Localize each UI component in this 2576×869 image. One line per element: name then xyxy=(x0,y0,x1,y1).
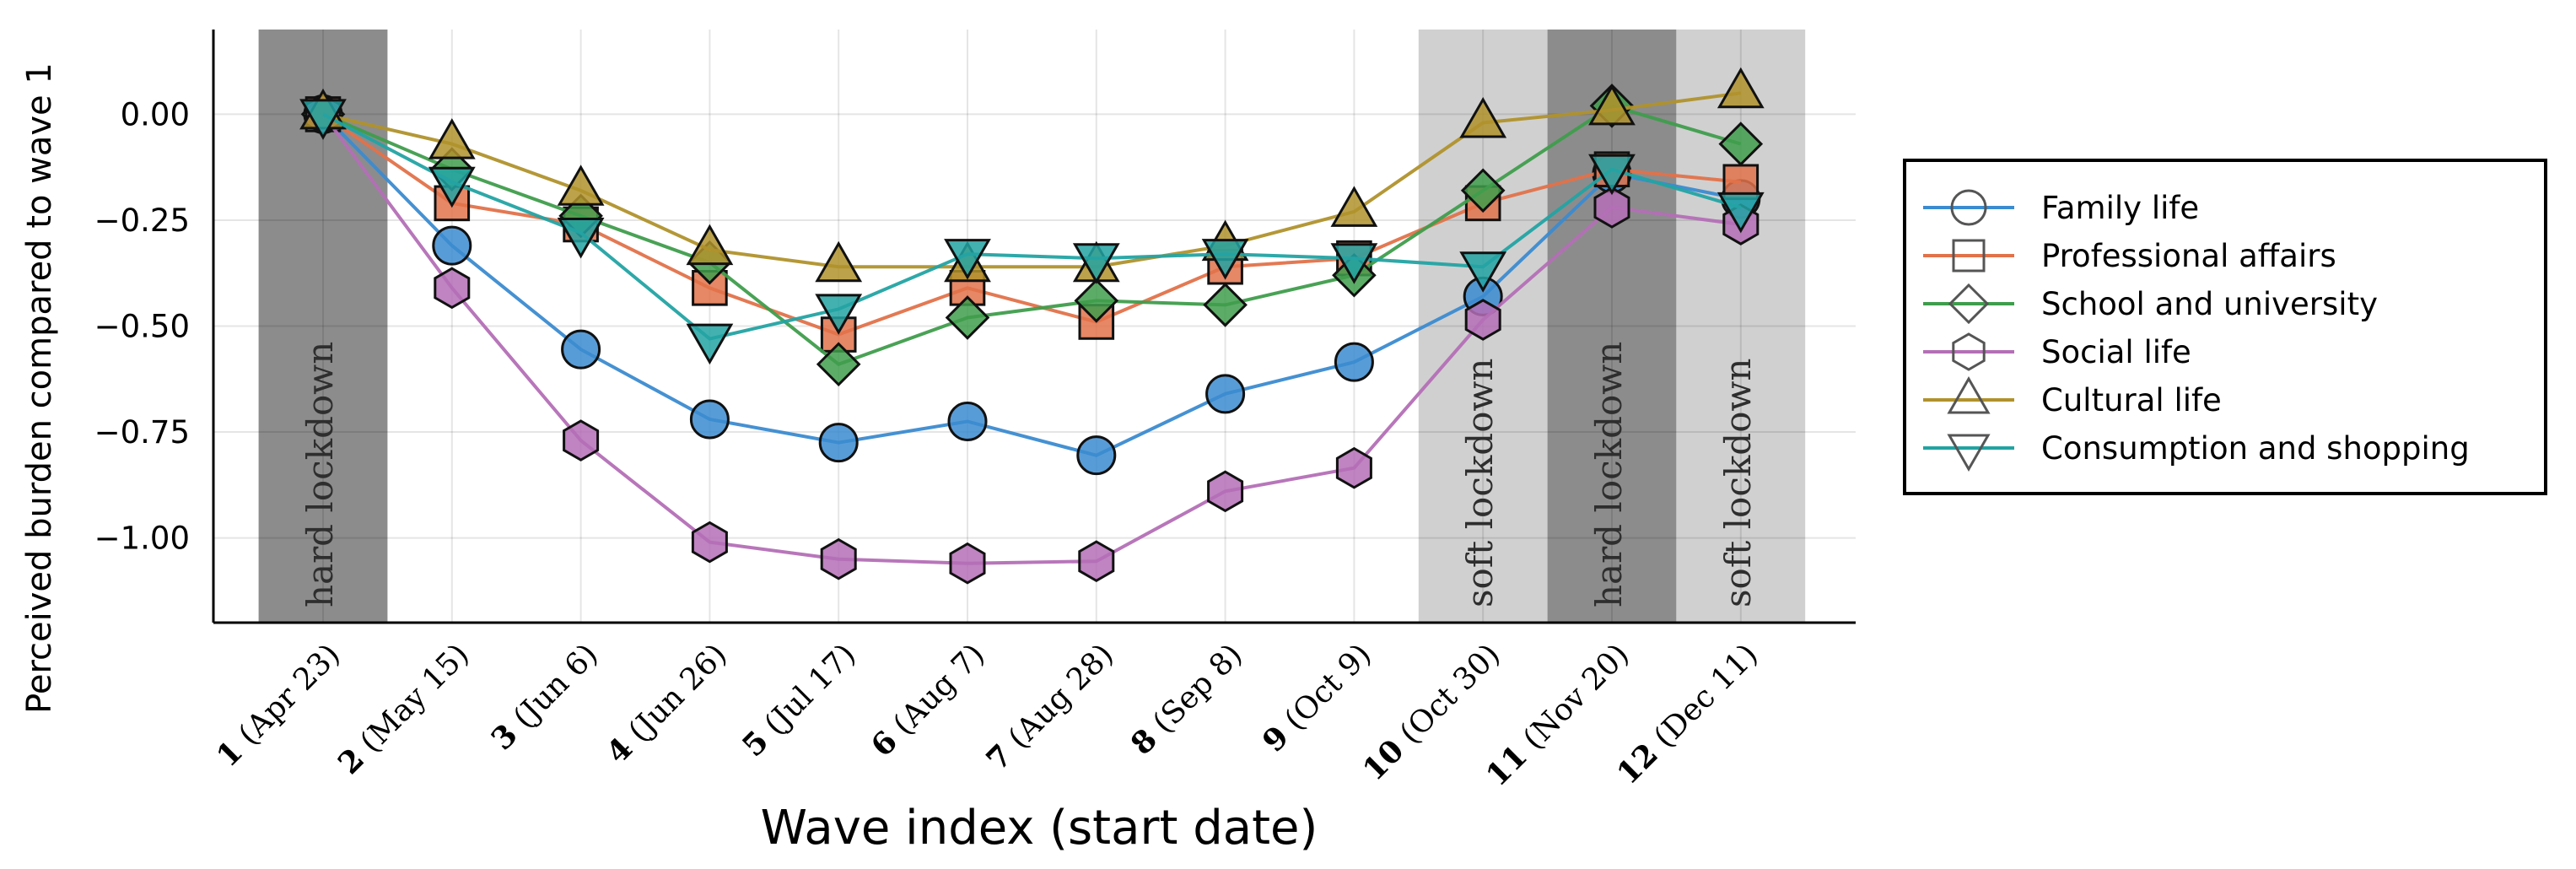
data-point xyxy=(563,419,600,461)
x-tick-label: 4 (Jun 26) xyxy=(600,637,734,771)
data-point xyxy=(1588,154,1636,196)
data-point xyxy=(1464,299,1501,341)
legend-label: Social life xyxy=(2041,334,2191,370)
data-point xyxy=(557,165,605,206)
legend-item: Consumption and shopping xyxy=(1923,430,2470,472)
legend-marker xyxy=(1952,239,1986,273)
data-point xyxy=(691,521,728,564)
legend-label: Professional affairs xyxy=(2041,238,2336,274)
data-point xyxy=(434,267,471,310)
band-label-2: soft lockdown xyxy=(1459,359,1501,607)
legend-marker xyxy=(1950,189,1987,226)
data-point xyxy=(1330,243,1378,284)
legend-marker xyxy=(1947,375,1991,414)
data-point xyxy=(815,240,863,283)
data-point xyxy=(686,224,734,266)
data-point xyxy=(1205,374,1246,414)
x-tick-label: 6 (Aug 7) xyxy=(865,637,992,764)
data-point xyxy=(815,294,863,335)
x-tick-label: 3 (Jun 6) xyxy=(484,637,605,758)
data-point xyxy=(1459,251,1507,293)
data-point xyxy=(1718,121,1764,166)
data-point xyxy=(944,239,991,280)
legend-label: Cultural life xyxy=(2041,382,2222,418)
legend-item: School and university xyxy=(1923,283,2378,325)
data-point xyxy=(1460,168,1506,213)
series-line xyxy=(321,113,1742,565)
x-tick-label: 9 (Oct 9) xyxy=(1256,637,1378,759)
data-point xyxy=(1334,342,1374,382)
band-label-4: soft lockdown xyxy=(1717,359,1759,607)
data-point xyxy=(428,166,476,208)
legend-marker xyxy=(1952,332,1986,371)
data-point xyxy=(949,542,986,585)
data-point xyxy=(1335,446,1372,489)
data-point xyxy=(1593,186,1630,229)
legend: Family life Professional affairs School an… xyxy=(1903,159,2547,495)
legend-item: Social life xyxy=(1923,332,2191,371)
y-axis-title: Perceived burden compared to wave 1 xyxy=(20,62,59,714)
x-tick-label: 7 (Aug 28) xyxy=(979,637,1120,778)
data-point xyxy=(1459,96,1507,138)
series-cultural-life xyxy=(299,67,1765,283)
x-tick-label: 8 (Sep 8) xyxy=(1124,637,1248,762)
legend-marker xyxy=(1947,434,1991,472)
data-point xyxy=(1203,283,1248,327)
data-point xyxy=(428,118,476,159)
y-tick-label: −0.25 xyxy=(94,202,190,239)
x-axis-title: Wave index (start date) xyxy=(761,801,1318,856)
legend-item: Family life xyxy=(1923,189,2199,226)
axes xyxy=(212,30,1856,624)
y-tick-label: 0.00 xyxy=(121,96,190,132)
band-labels: hard lockdown soft lockdown hard lockdown s… xyxy=(299,342,1759,607)
data-point xyxy=(1716,67,1765,109)
series-line xyxy=(322,104,1742,366)
data-point xyxy=(1078,540,1115,583)
series-line xyxy=(321,112,1742,457)
band-label-3: hard lockdown xyxy=(1588,342,1630,607)
data-point xyxy=(557,218,605,259)
data-point xyxy=(1588,84,1636,126)
legend-label: School and university xyxy=(2041,286,2378,322)
x-tick-label: 1 (Apr 23) xyxy=(210,637,348,775)
x-tick-label: 2 (May 15) xyxy=(331,637,476,781)
data-point xyxy=(1076,435,1117,476)
data-point xyxy=(299,99,347,140)
data-point xyxy=(561,329,601,370)
band-label-1: hard lockdown xyxy=(299,342,341,607)
y-tick-label: −0.75 xyxy=(94,414,190,451)
series-line xyxy=(322,112,1742,341)
series-line xyxy=(322,91,1742,269)
legend-marker xyxy=(1948,283,1990,325)
series-group xyxy=(299,67,1765,585)
data-point xyxy=(432,225,472,266)
x-tick-label: 5 (Jul 17) xyxy=(736,637,863,764)
y-tick-label: −1.00 xyxy=(94,521,190,557)
data-point xyxy=(1072,243,1120,284)
legend-item: Cultural life xyxy=(1923,375,2222,418)
series-consumption-and-shopping xyxy=(299,99,1765,365)
data-point xyxy=(945,295,990,340)
data-point xyxy=(1716,192,1765,234)
data-point xyxy=(1201,239,1249,280)
data-point xyxy=(816,342,861,387)
band-3 xyxy=(1547,30,1677,623)
legend-box xyxy=(1903,159,2547,495)
legend-item: Professional affairs xyxy=(1923,238,2336,274)
legend-label: Consumption and shopping xyxy=(2041,430,2470,467)
data-point xyxy=(1074,278,1119,323)
data-point xyxy=(686,323,734,365)
data-point xyxy=(820,537,857,580)
data-point xyxy=(947,401,988,441)
data-point xyxy=(1330,186,1378,227)
y-tick-label: −0.50 xyxy=(94,309,190,345)
legend-label: Family life xyxy=(2041,190,2199,226)
data-point xyxy=(689,399,730,440)
data-point xyxy=(818,423,859,463)
data-point xyxy=(1207,470,1244,513)
